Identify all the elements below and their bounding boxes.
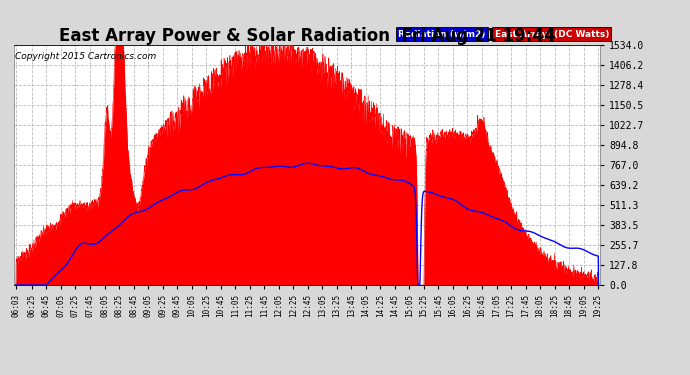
Text: Radiation (w/m2): Radiation (w/m2)	[398, 30, 485, 39]
Text: East Array  (DC Watts): East Array (DC Watts)	[495, 30, 609, 39]
Title: East Array Power & Solar Radiation  Fri Aug 21 19:44: East Array Power & Solar Radiation Fri A…	[59, 27, 555, 45]
Text: Copyright 2015 Cartronics.com: Copyright 2015 Cartronics.com	[15, 52, 156, 61]
